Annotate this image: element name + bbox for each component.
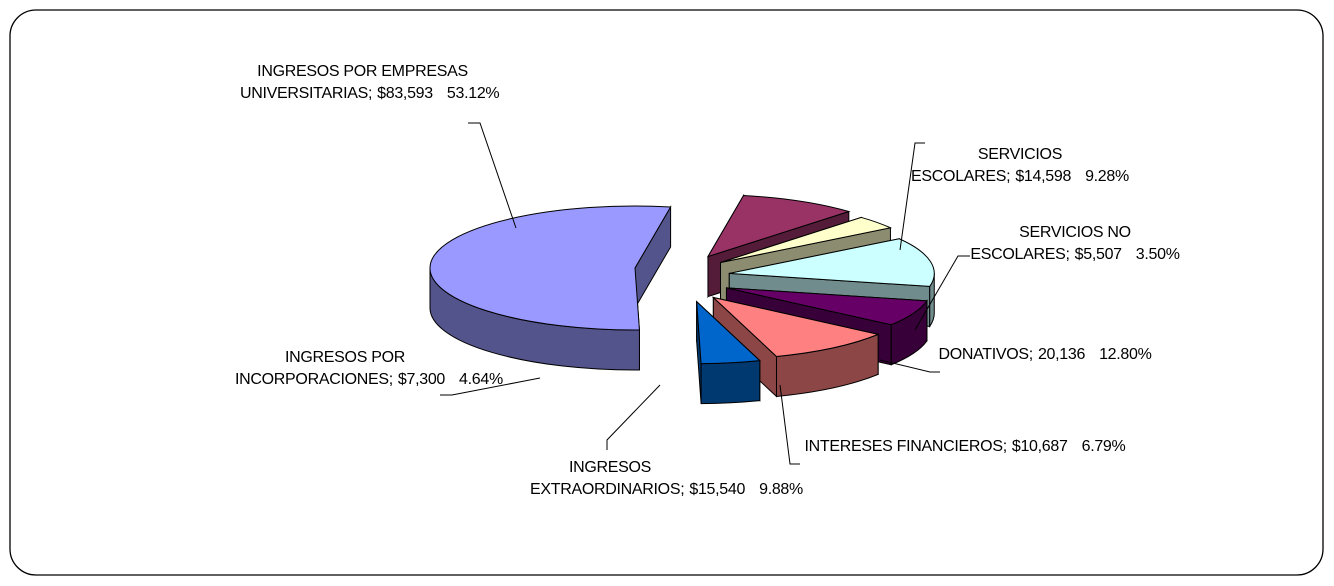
category-label: SERVICIOS NO ESCOLARES;	[970, 224, 1131, 263]
slice-side	[700, 360, 761, 405]
slice-top	[696, 300, 761, 365]
category-label: INGRESOS EXTRAORDINARIOS;	[530, 459, 685, 498]
leader-lines	[440, 122, 970, 465]
data-label: INGRESOS POR EMPRESAS UNIVERSITARIAS; $83…	[240, 61, 500, 105]
leader-line	[914, 255, 970, 331]
slice-top	[711, 296, 880, 357]
slice-top	[720, 216, 893, 263]
data-label: INGRESOS EXTRAORDINARIOS; $15,540 9.88%	[530, 457, 803, 501]
slice-top	[726, 287, 928, 326]
leader-line	[468, 122, 517, 229]
slice-top	[706, 194, 851, 258]
leader-line	[606, 384, 661, 450]
leader-line	[899, 142, 925, 251]
percent-label: 53.12%	[446, 85, 500, 102]
value-label: $15,540	[689, 481, 746, 498]
category-label: SERVICIOS ESCOLARES;	[911, 146, 1063, 185]
category-label: DONATIVOS;	[938, 346, 1033, 363]
leader-line	[879, 359, 940, 373]
data-label: SERVICIOS NO ESCOLARES; $5,507 3.50%	[960, 222, 1190, 266]
value-label: 20,136	[1037, 346, 1086, 363]
value-label: $83,593	[377, 85, 433, 102]
pie-slice	[696, 300, 761, 405]
data-label: SERVICIOS ESCOLARES; $14,598 9.28%	[900, 144, 1140, 188]
value-label: $7,300	[397, 371, 446, 388]
frame	[9, 9, 1324, 576]
leader-line	[779, 384, 800, 465]
data-label: INGRESOS POR INCORPORACIONES; $7,300 4.64%	[235, 347, 503, 391]
slice-top	[729, 238, 935, 287]
value-label: $10,687	[1011, 438, 1068, 455]
pie-slice	[429, 205, 672, 371]
percent-label: 3.50%	[1135, 246, 1180, 263]
percent-label: 12.80%	[1099, 346, 1152, 363]
percent-label: 9.88%	[759, 481, 803, 498]
value-label: $5,507	[1074, 246, 1122, 263]
percent-label: 9.28%	[1085, 168, 1129, 185]
category-label: INGRESOS POR INCORPORACIONES;	[235, 349, 405, 388]
percent-label: 4.64%	[459, 371, 503, 388]
leader-line	[440, 377, 541, 396]
value-label: $14,598	[1015, 168, 1072, 185]
data-label: INTERESES FINANCIEROS; $10,687 6.79%	[800, 436, 1130, 458]
percent-label: 6.79%	[1081, 438, 1126, 455]
category-label: INTERESES FINANCIEROS;	[804, 438, 1008, 455]
pie	[429, 193, 935, 405]
category-label: INGRESOS POR EMPRESAS UNIVERSITARIAS;	[240, 63, 468, 102]
slice-top	[429, 205, 672, 331]
data-label: DONATIVOS; 20,136 12.80%	[930, 344, 1160, 366]
